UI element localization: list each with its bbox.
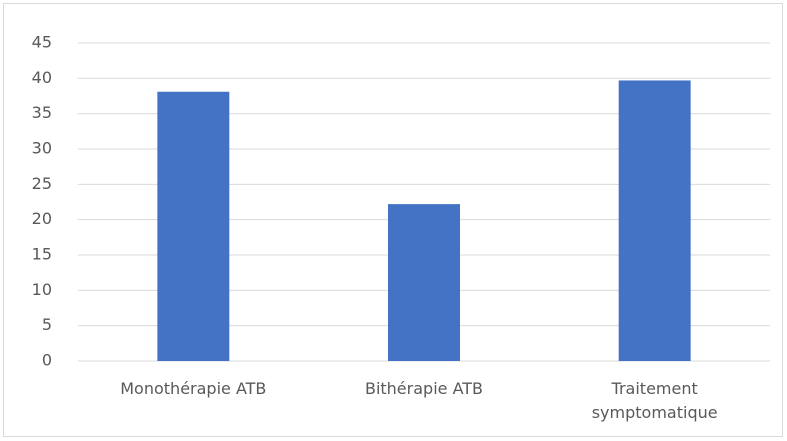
y-tick-label: 30 — [32, 139, 52, 158]
y-tick-label: 25 — [32, 174, 52, 193]
bar — [618, 80, 691, 361]
x-tick-label: Traitement symptomatique — [591, 379, 718, 422]
y-tick-label: 0 — [42, 351, 52, 370]
x-tick-label: Bithérapie ATB — [364, 379, 484, 398]
y-tick-label: 10 — [32, 280, 52, 299]
y-tick-label: 5 — [42, 315, 52, 334]
bar — [157, 91, 230, 361]
y-tick-label: 35 — [32, 103, 52, 122]
y-tick-label: 45 — [32, 33, 52, 52]
y-tick-label: 40 — [32, 68, 52, 87]
chart-border — [3, 3, 783, 437]
y-tick-label: 15 — [32, 245, 52, 264]
y-tick-label: 20 — [32, 209, 52, 228]
bar — [388, 204, 460, 361]
x-tick-label: Monothérapie ATB — [120, 379, 267, 398]
